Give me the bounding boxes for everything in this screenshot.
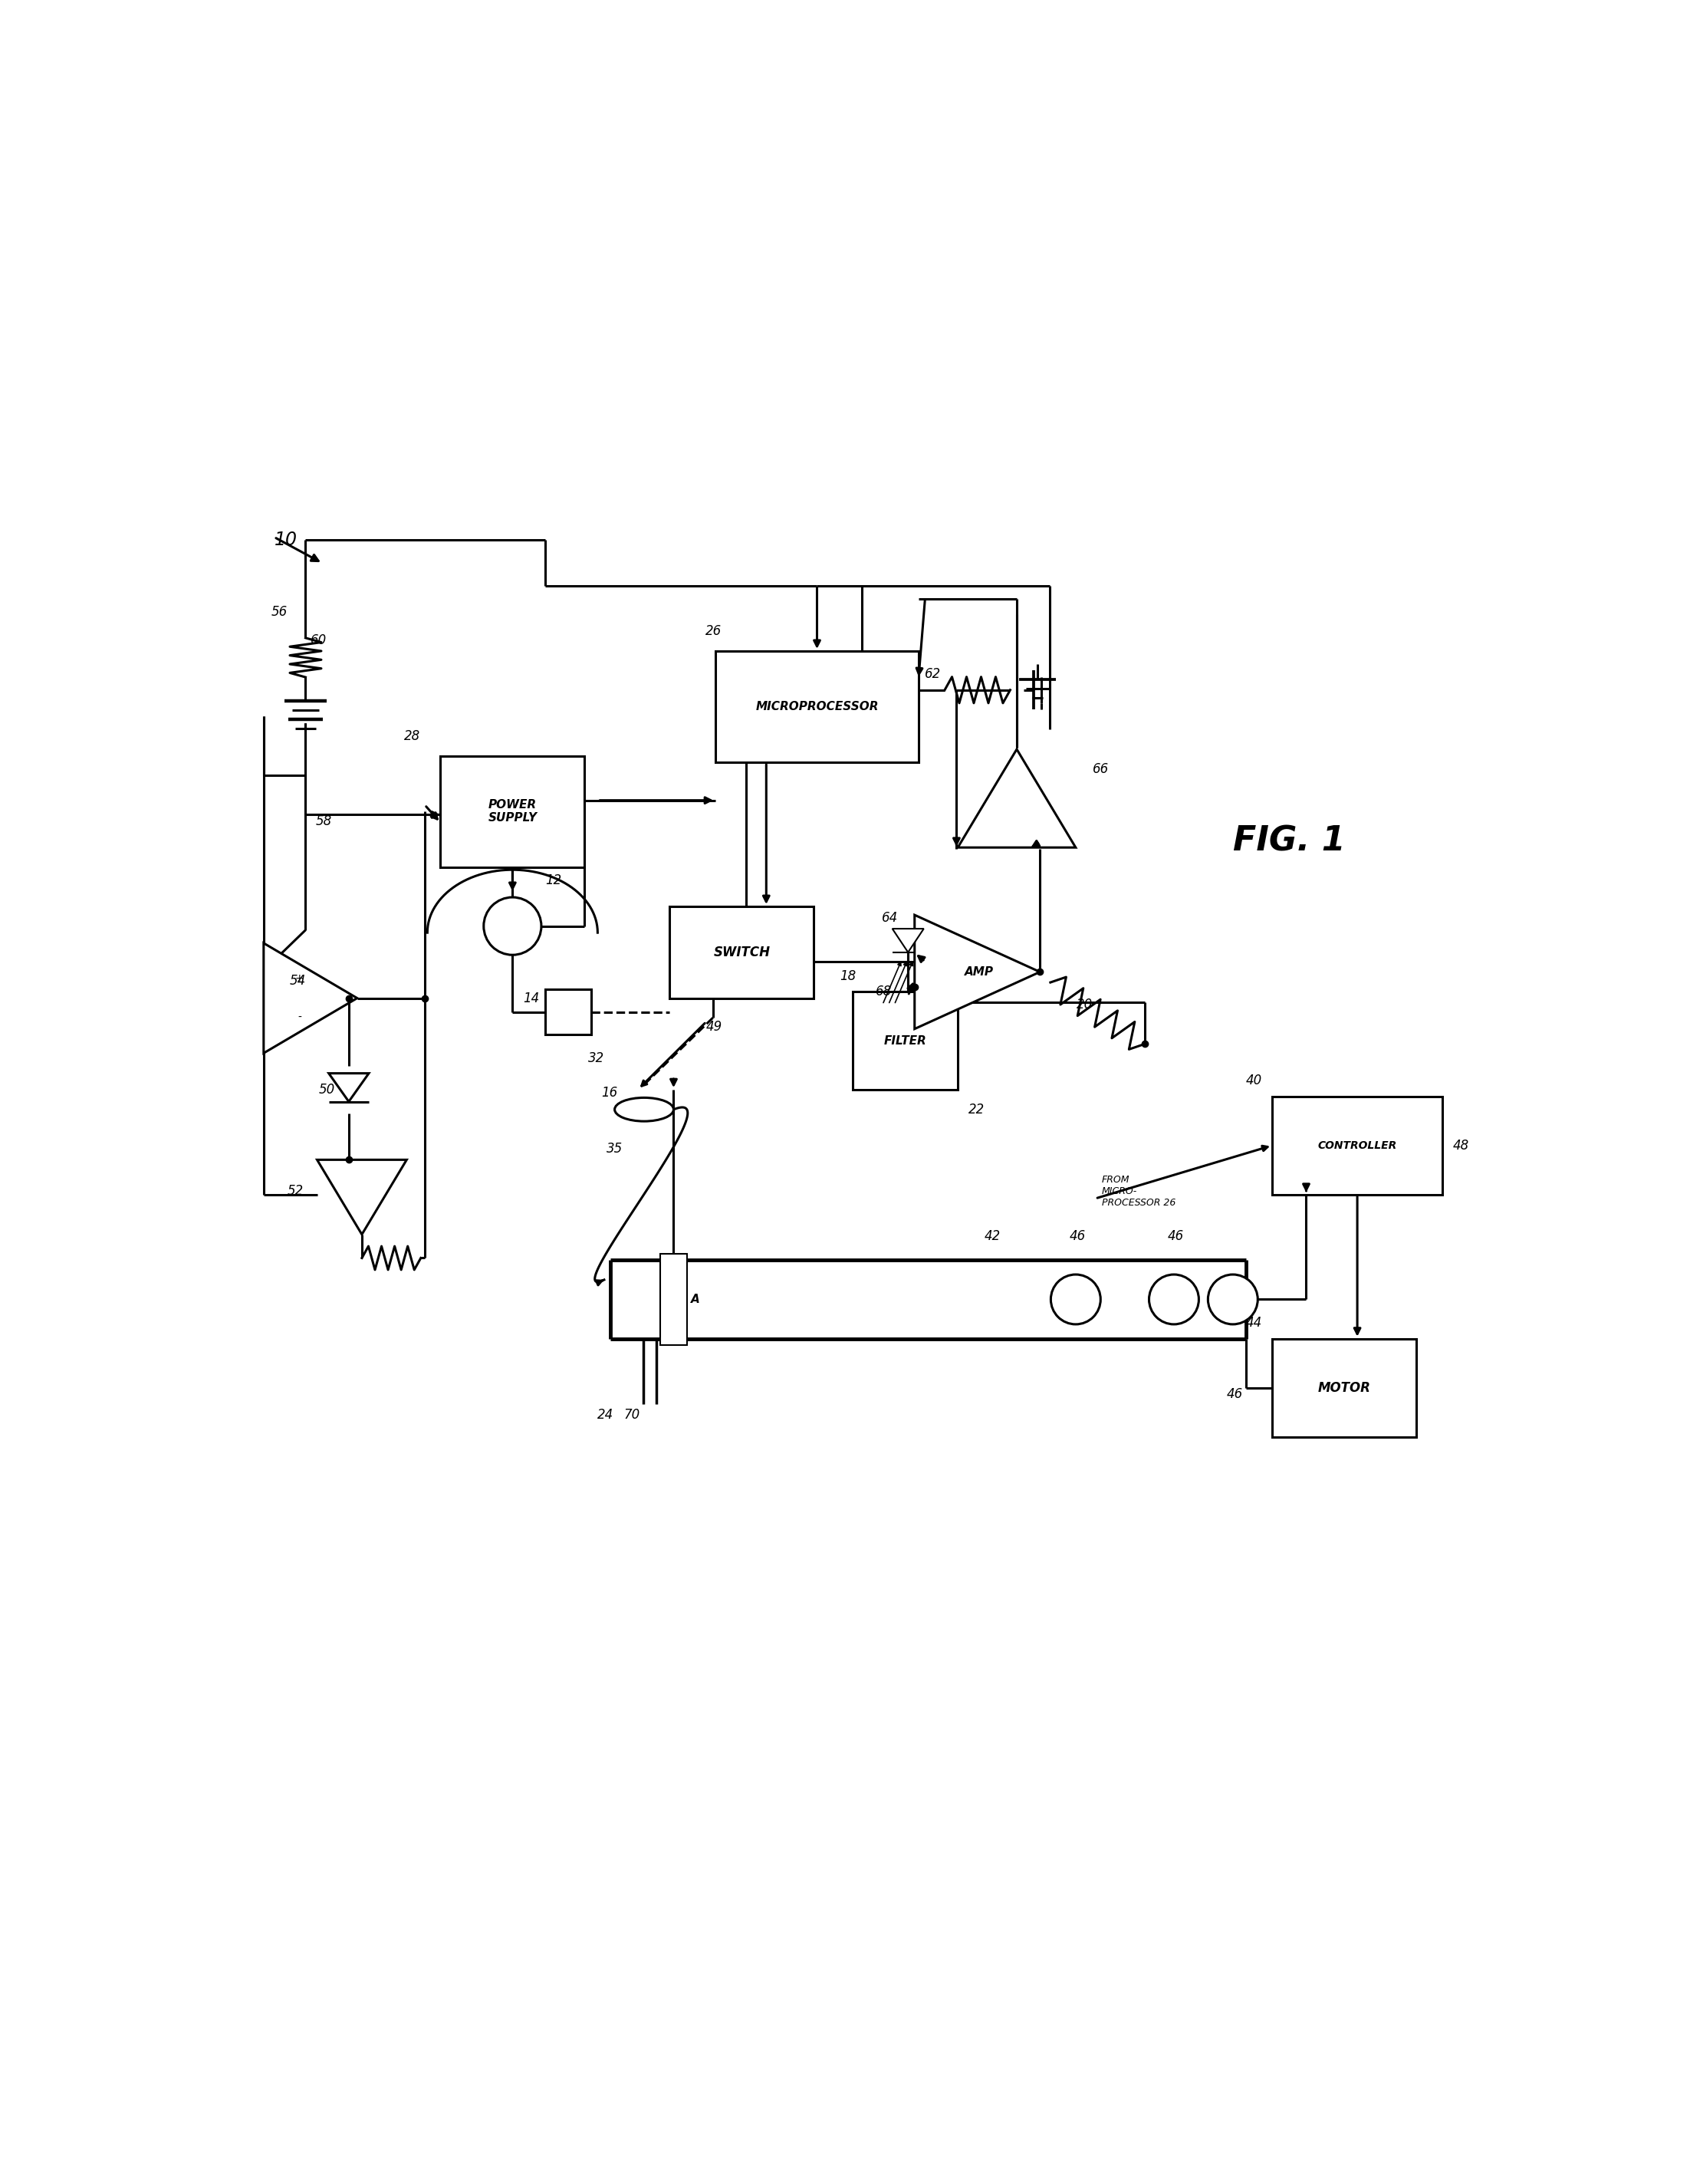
Text: 16: 16: [602, 1085, 619, 1099]
Text: 35: 35: [607, 1142, 624, 1155]
Text: 68: 68: [875, 985, 892, 998]
Text: 70: 70: [624, 1409, 641, 1422]
Polygon shape: [914, 915, 1039, 1029]
Text: 60: 60: [311, 633, 328, 646]
Bar: [1273, 1096, 1443, 1195]
Polygon shape: [330, 1072, 368, 1101]
Bar: [1273, 1339, 1416, 1437]
Text: FIG. 1: FIG. 1: [1234, 826, 1345, 858]
Text: -: -: [297, 1011, 301, 1022]
Text: 50: 50: [319, 1083, 335, 1096]
Text: 40: 40: [1246, 1075, 1262, 1088]
Circle shape: [1208, 1275, 1257, 1324]
Text: +: +: [296, 974, 304, 985]
Polygon shape: [892, 928, 924, 952]
Text: MOTOR: MOTOR: [1318, 1380, 1371, 1396]
Bar: [661, 1254, 686, 1345]
Polygon shape: [318, 1160, 407, 1234]
Text: 12: 12: [546, 874, 561, 887]
Text: 42: 42: [984, 1230, 1000, 1243]
Text: 22: 22: [968, 1103, 985, 1116]
Text: 46: 46: [1227, 1387, 1242, 1402]
Text: 62: 62: [924, 668, 941, 681]
Text: AMP: AMP: [965, 965, 994, 978]
Text: 46: 46: [1168, 1230, 1183, 1243]
Bar: [715, 651, 919, 762]
Polygon shape: [264, 943, 357, 1053]
Text: 54: 54: [291, 974, 306, 987]
Text: POWER
SUPPLY: POWER SUPPLY: [488, 799, 537, 823]
Circle shape: [483, 898, 541, 954]
Text: 20: 20: [1077, 998, 1093, 1011]
Text: 26: 26: [705, 625, 722, 638]
Text: 28: 28: [404, 729, 421, 743]
Circle shape: [1051, 1275, 1100, 1324]
Text: 44: 44: [1246, 1317, 1262, 1330]
Text: SWITCH: SWITCH: [713, 946, 771, 959]
Text: 32: 32: [588, 1051, 605, 1066]
Text: 64: 64: [882, 911, 897, 926]
Polygon shape: [958, 749, 1077, 847]
Text: 58: 58: [316, 815, 333, 828]
Text: A: A: [691, 1293, 700, 1306]
Text: 46: 46: [1070, 1230, 1085, 1243]
Circle shape: [1149, 1275, 1198, 1324]
Text: FROM
MICRO-
PROCESSOR 26: FROM MICRO- PROCESSOR 26: [1102, 1175, 1176, 1208]
Text: 49: 49: [706, 1020, 722, 1033]
Text: 52: 52: [287, 1184, 304, 1197]
Text: 56: 56: [272, 605, 287, 618]
Text: FILTER: FILTER: [884, 1035, 926, 1046]
Text: 14: 14: [522, 992, 539, 1005]
Text: 10: 10: [274, 531, 297, 548]
Text: CONTROLLER: CONTROLLER: [1318, 1140, 1398, 1151]
Text: 48: 48: [1453, 1138, 1469, 1153]
Text: 66: 66: [1093, 762, 1109, 775]
Text: 18: 18: [840, 970, 857, 983]
Bar: [441, 756, 585, 867]
Text: MICROPROCESSOR: MICROPROCESSOR: [755, 701, 879, 712]
Bar: [546, 989, 591, 1035]
Ellipse shape: [615, 1099, 674, 1120]
Text: 24: 24: [598, 1409, 613, 1422]
Bar: [669, 906, 815, 998]
Bar: [853, 992, 958, 1090]
